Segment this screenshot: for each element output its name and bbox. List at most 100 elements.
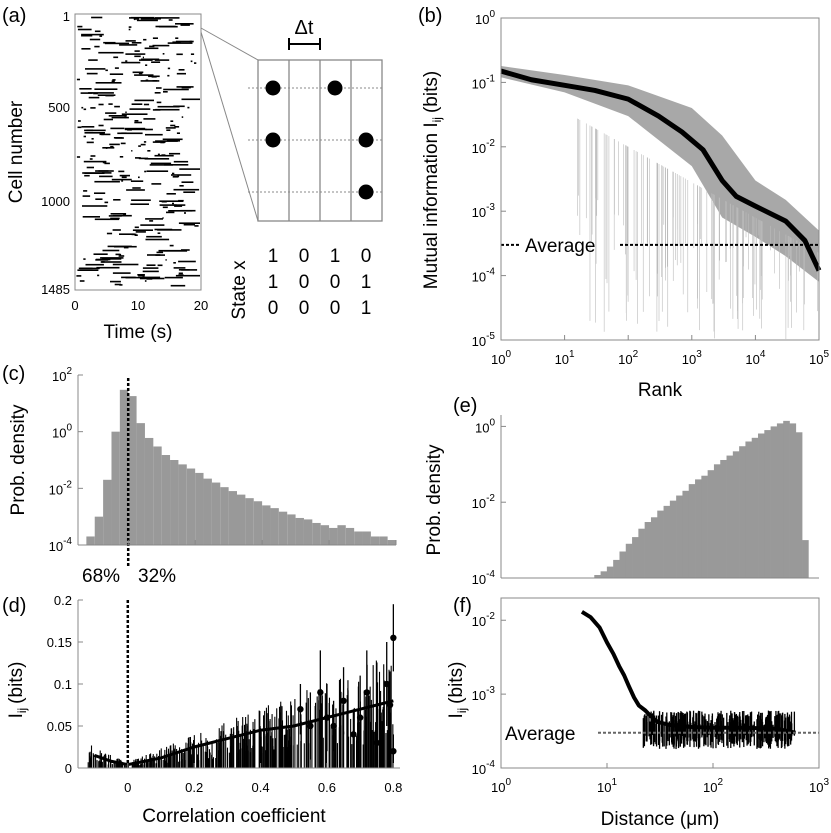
spike-train: [131, 199, 151, 201]
spike-train: [170, 120, 174, 122]
e-bar: [701, 475, 708, 578]
spike-train: [83, 190, 88, 192]
spike-train: [155, 140, 178, 142]
f-average-label: Average: [505, 724, 575, 745]
spike-train: [159, 200, 184, 202]
e-bar: [606, 566, 614, 578]
c-bar: [111, 431, 120, 545]
state-value: 0: [268, 298, 279, 319]
e-bar: [758, 433, 765, 578]
f-axes: 100 101 102 103 10-4 10-3 10-2: [472, 611, 830, 795]
spike-train: [108, 103, 113, 105]
spike-train: [183, 223, 195, 226]
spike-train: [99, 35, 103, 37]
f-xtick-label: 102: [703, 777, 723, 795]
spike-train: [145, 128, 153, 131]
spike-train: [84, 132, 105, 134]
spike-train: [175, 274, 200, 277]
spike-train: [175, 37, 179, 39]
spike-train: [158, 249, 182, 252]
spike-dot: [265, 132, 281, 148]
c-bar: [220, 487, 229, 545]
spike-train: [161, 200, 167, 203]
spike-train: [140, 17, 161, 20]
spike-train: [128, 28, 131, 31]
spike-train: [162, 206, 168, 209]
spike-train: [162, 53, 165, 55]
e-axes: 10-4 10-2 100: [472, 417, 506, 587]
spike-train: [166, 211, 175, 214]
spike-train: [178, 222, 200, 224]
spike-train: [83, 258, 86, 260]
spike-train: [110, 213, 127, 215]
spike-train: [91, 16, 103, 19]
spike-train: [119, 254, 122, 256]
a-ytick-1485: 1485: [41, 282, 70, 297]
c-bar: [161, 455, 171, 545]
spike-train: [77, 269, 99, 271]
c-bar: [211, 482, 221, 545]
a-ytick-1: 1: [63, 9, 70, 24]
spike-train: [172, 202, 174, 205]
b-variability-band: [501, 65, 819, 282]
spike-train: [84, 174, 90, 177]
spike-train: [104, 42, 130, 45]
f-curve: [580, 610, 796, 735]
state-value: 1: [330, 246, 341, 267]
spike-train: [138, 157, 149, 160]
d-data-point: [373, 739, 380, 746]
spike-train: [118, 255, 125, 257]
c-bar: [253, 501, 263, 545]
spike-train: [135, 157, 141, 159]
spike-train: [157, 232, 161, 234]
spike-train: [123, 246, 129, 249]
spike-train: [140, 224, 165, 226]
e-bar: [657, 510, 664, 578]
panel-d: 0 0.2 0.4 0.6 0.8 0 0.05 0.1 0.15 0.2 Correlation…: [6, 593, 402, 827]
spike-train: [101, 261, 105, 263]
spike-train: [124, 116, 127, 119]
f-xtick-label: 103: [809, 777, 829, 795]
spike-train: [110, 145, 114, 148]
spike-train: [173, 262, 176, 264]
state-value: 1: [268, 272, 279, 293]
spike-train: [133, 18, 139, 20]
d-data-point: [297, 706, 304, 713]
c-bar: [203, 478, 212, 545]
a-xtick-20: 20: [194, 298, 208, 313]
spike-train: [102, 249, 120, 252]
spike-train: [98, 51, 124, 54]
e-bar: [695, 479, 702, 578]
spike-train: [119, 233, 135, 235]
c-ytick-label: 10-2: [49, 479, 73, 497]
spike-train: [94, 88, 118, 90]
spike-train: [173, 160, 189, 163]
spike-train: [176, 72, 186, 75]
spike-train: [167, 42, 193, 44]
spike-train: [145, 79, 149, 82]
d-xtick-label: 0.6: [318, 780, 336, 795]
state-value: 0: [330, 272, 341, 293]
panel-f: Average 100 101 102 103 10-4 10-3 10-2 Distanc…: [446, 597, 830, 830]
spike-train: [189, 40, 194, 43]
spike-train: [194, 225, 199, 227]
spike-dot: [265, 80, 281, 96]
spike-train: [145, 133, 163, 136]
f-xtick-label: 101: [597, 777, 617, 795]
spike-train: [132, 187, 141, 189]
d-xtick-label: 0.8: [384, 780, 402, 795]
spike-train: [138, 72, 143, 75]
svg-text:Iij(bits): Iij(bits): [446, 662, 469, 719]
spike-train: [181, 269, 198, 271]
b-xlabel: Rank: [638, 380, 683, 401]
spike-train: [119, 156, 124, 158]
spike-train: [143, 103, 150, 106]
spike-train: [179, 185, 184, 187]
spike-train: [81, 126, 95, 128]
spike-train: [174, 126, 180, 128]
spike-train: [171, 174, 192, 176]
spike-train: [152, 37, 158, 39]
e-bar: [669, 500, 677, 578]
e-ytick-label: 10-2: [472, 493, 496, 511]
spike-train: [114, 283, 121, 286]
